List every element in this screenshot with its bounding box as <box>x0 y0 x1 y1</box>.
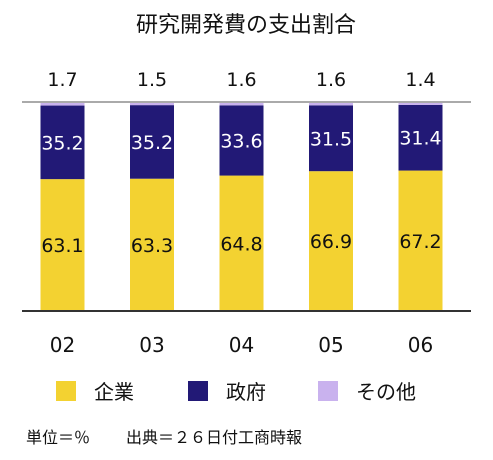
data-label-other-06: 1.4 <box>405 69 435 91</box>
data-label-government-05: 31.5 <box>310 128 352 150</box>
legend-label-other: その他 <box>356 380 416 404</box>
legend: 企業 政府 その他 <box>0 376 493 406</box>
legend-label-government: 政府 <box>226 380 266 404</box>
x-tick-label-02: 02 <box>50 333 75 357</box>
x-tick-label-05: 05 <box>318 333 343 357</box>
bar-company-04 <box>219 175 264 311</box>
data-label-company-06: 67.2 <box>399 231 441 253</box>
bar-government-03 <box>130 105 174 179</box>
legend-label-company: 企業 <box>94 380 134 404</box>
data-label-government-03: 35.2 <box>131 132 173 154</box>
footer-note: 単位＝％ 出典＝２６日付工商時報 <box>26 424 302 448</box>
stacked-bar-chart: 研究開発費の支出割合 63.1 35.2 1.7 02 63.3 35.2 1.5 03 64.… <box>22 13 471 357</box>
bar-government-06 <box>398 104 443 171</box>
bars-group <box>40 102 443 311</box>
chart-title: 研究開発費の支出割合 <box>136 13 356 38</box>
data-label-other-02: 1.7 <box>47 69 77 91</box>
data-label-other-03: 1.5 <box>137 69 167 91</box>
legend-item-government: 政府 <box>188 376 266 405</box>
bar-government-05 <box>309 105 353 172</box>
x-tick-label-03: 03 <box>139 333 164 357</box>
bar-other-03 <box>130 102 174 106</box>
labels-group: 63.1 35.2 1.7 02 63.3 35.2 1.5 03 64.8 33.6 1.6 04 6… <box>41 69 441 357</box>
legend-swatch-other <box>318 380 338 401</box>
bar-government-04 <box>219 105 264 176</box>
legend-item-company: 企業 <box>56 376 134 405</box>
bar-government-02 <box>40 105 85 180</box>
bar-other-04 <box>219 102 264 106</box>
legend-swatch-company <box>56 380 76 401</box>
bar-other-05 <box>309 102 353 106</box>
bar-other-06 <box>398 102 443 105</box>
data-label-company-05: 66.9 <box>310 231 352 253</box>
legend-item-other: その他 <box>318 376 416 405</box>
unit-note: 単位＝％ <box>26 428 91 447</box>
data-label-other-05: 1.6 <box>316 69 346 91</box>
data-label-government-04: 33.6 <box>220 130 262 152</box>
bar-other-02 <box>40 102 85 106</box>
data-label-government-02: 35.2 <box>41 132 83 154</box>
x-tick-label-06: 06 <box>408 333 433 357</box>
bar-company-06 <box>398 170 443 311</box>
data-label-company-03: 63.3 <box>131 235 173 257</box>
bar-company-03 <box>130 178 174 311</box>
x-tick-label-04: 04 <box>229 333 254 357</box>
source-note: 出典＝２６日付工商時報 <box>126 428 303 447</box>
bar-company-02 <box>40 179 85 311</box>
data-label-other-04: 1.6 <box>226 69 256 91</box>
bar-company-05 <box>309 171 353 311</box>
legend-swatch-government <box>188 380 208 401</box>
data-label-company-02: 63.1 <box>41 235 83 257</box>
data-label-company-04: 64.8 <box>220 233 262 255</box>
data-label-government-06: 31.4 <box>399 128 441 150</box>
